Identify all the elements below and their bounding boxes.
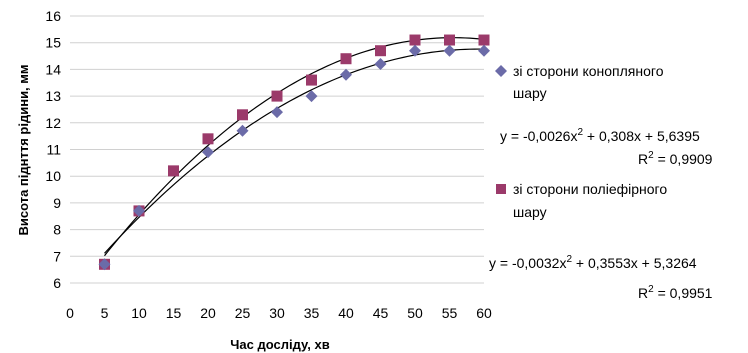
data-point-diamond [340, 68, 352, 81]
legend: зі сторони конопляного шару зі сторони п… [495, 63, 667, 220]
trendline-series-2 [104, 37, 485, 257]
x-tick-label: 30 [269, 305, 285, 321]
y-tick-label: 11 [46, 142, 61, 158]
x-tick-label: 0 [66, 305, 74, 321]
grid-lines [70, 15, 484, 284]
data-point-diamond [409, 44, 421, 57]
x-tick-label: 10 [131, 305, 147, 321]
data-point-diamond [271, 106, 283, 119]
legend-label-line-2: шару [513, 85, 547, 101]
x-tick-label: 20 [200, 305, 216, 321]
x-tick-label: 55 [442, 305, 458, 321]
data-point-square [375, 45, 386, 57]
data-point-diamond [236, 124, 249, 137]
x-tick-label: 25 [235, 305, 251, 321]
data-point-square [340, 53, 352, 65]
y-tick-label: 12 [45, 115, 61, 131]
trendline-equation: y = -0,0026x2 + 0,308x + 5,6395 [500, 127, 700, 144]
data-point-square [237, 109, 248, 121]
trendline-r-squared: R2 = 0,9951 [638, 284, 713, 301]
trendline-label-series-2: y = -0,0032x2 + 0,3553x + 5,3264 R2 = 0,… [489, 254, 713, 301]
y-tick-label: 16 [45, 8, 61, 24]
data-point-diamond [133, 204, 145, 217]
x-tick-label: 15 [166, 305, 182, 321]
data-point-square [168, 165, 179, 177]
data-point-square [306, 74, 317, 86]
legend-marker-diamond [495, 65, 507, 77]
x-tick-label: 40 [338, 305, 354, 321]
x-tick-label: 50 [407, 305, 423, 321]
y-tick-label: 14 [45, 61, 61, 77]
y-tick-label: 6 [53, 275, 61, 291]
data-point-diamond [202, 146, 214, 159]
y-tick-label: 15 [45, 35, 61, 51]
data-point-square [478, 34, 490, 46]
trendline-series-1 [104, 48, 485, 254]
data-point-square [202, 133, 214, 145]
y-tick-label: 8 [53, 222, 61, 238]
data-point-diamond [374, 58, 387, 71]
y-tick-label: 9 [53, 195, 61, 211]
trendlines [104, 37, 485, 257]
data-point-square [409, 34, 421, 46]
legend-label-line-1: зі сторони поліефірного [513, 181, 667, 197]
legend-marker-square [496, 184, 506, 194]
y-tick-label: 10 [45, 168, 61, 184]
x-tick-label: 35 [304, 305, 320, 321]
x-tick-label: 5 [101, 305, 109, 321]
trendline-r-squared: R2 = 0,9909 [638, 150, 713, 167]
trendline-equation: y = -0,0032x2 + 0,3553x + 5,3264 [489, 254, 697, 271]
x-axis-title: Час досліду, хв [230, 337, 329, 352]
x-tick-label: 45 [373, 305, 389, 321]
data-markers [98, 34, 490, 271]
data-point-square [444, 34, 455, 46]
y-axis-ticks: 6 7 8 9 10 11 12 13 14 15 16 [45, 8, 61, 291]
x-tick-label: 60 [476, 305, 492, 321]
legend-label-line-1: зі сторони конопляного [513, 63, 664, 79]
data-point-diamond [443, 44, 456, 57]
y-tick-label: 7 [53, 248, 61, 264]
data-point-diamond [478, 44, 490, 57]
legend-item-series-1: зі сторони конопляного шару [495, 63, 664, 101]
legend-label-line-2: шару [513, 204, 547, 220]
data-point-diamond [98, 258, 111, 271]
data-point-square [271, 90, 283, 102]
data-point-diamond [305, 90, 318, 103]
y-tick-label: 13 [45, 88, 61, 104]
x-axis-ticks: 0 5 10 15 20 25 30 35 40 45 50 55 60 [66, 305, 492, 321]
y-axis-title: Висота піднття рідини, мм [16, 64, 31, 235]
legend-item-series-2: зі сторони поліефірного шару [496, 181, 667, 220]
trendline-label-series-1: y = -0,0026x2 + 0,308x + 5,6395 R2 = 0,9… [500, 127, 713, 167]
